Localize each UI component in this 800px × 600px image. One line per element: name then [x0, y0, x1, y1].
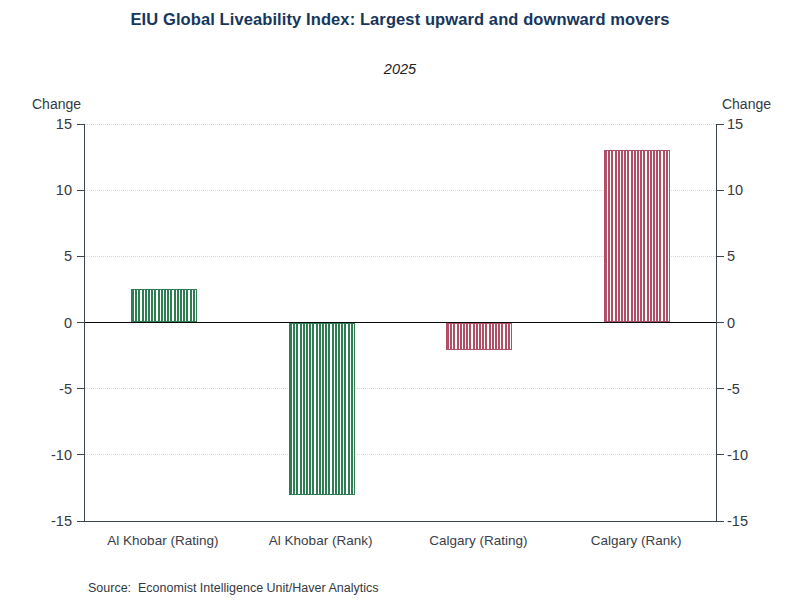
y-tick-label-left-10: 10: [32, 183, 72, 198]
right-tick-15: [717, 124, 724, 125]
left-tick--15: [77, 521, 84, 522]
x-tick-label-2: Al Khobar (Rank): [236, 533, 406, 548]
left-tick--5: [77, 388, 84, 389]
chart-subtitle: 2025: [0, 61, 800, 77]
right-tick-0: [717, 322, 724, 323]
y-axis-unit-label-right: Change: [722, 96, 771, 112]
bar-al-khobar-rating: [131, 289, 197, 322]
gridline-y--5: [85, 388, 716, 389]
left-tick-5: [77, 256, 84, 257]
y-tick-label-left--10: -10: [32, 448, 72, 463]
y-tick-label-right-10: 10: [727, 183, 767, 198]
bar-al-khobar-rank: [289, 323, 355, 495]
chart-title: EIU Global Liveability Index: Largest up…: [0, 10, 800, 29]
bar-calgary-rating: [446, 323, 512, 351]
y-tick-label-right-15: 15: [727, 117, 767, 132]
gridline-y--10: [85, 454, 716, 455]
y-tick-label-left-15: 15: [32, 117, 72, 132]
bar-calgary-rank: [604, 150, 670, 322]
source-text: Source: Economist Intelligence Unit/Have…: [88, 581, 378, 595]
y-tick-label-right--10: -10: [727, 448, 767, 463]
y-tick-label-left--5: -5: [32, 382, 72, 397]
right-tick--10: [717, 454, 724, 455]
y-axis-unit-label-left: Change: [32, 96, 81, 112]
x-tick-label-1: Al Khobar (Rating): [78, 533, 248, 548]
right-tick-10: [717, 190, 724, 191]
plot-area: [84, 124, 717, 522]
left-tick-10: [77, 190, 84, 191]
x-tick-label-3: Calgary (Rating): [393, 533, 563, 548]
zero-baseline: [85, 322, 716, 324]
y-tick-label-right-5: 5: [727, 249, 767, 264]
y-tick-label-left-5: 5: [32, 249, 72, 264]
gridline-y-15: [85, 124, 716, 125]
chart-figure: EIU Global Liveability Index: Largest up…: [0, 0, 800, 600]
y-tick-label-right--5: -5: [727, 382, 767, 397]
left-tick-15: [77, 124, 84, 125]
y-tick-label-left--15: -15: [32, 514, 72, 529]
y-tick-label-right-0: 0: [727, 316, 767, 331]
right-tick-5: [717, 256, 724, 257]
y-tick-label-left-0: 0: [32, 316, 72, 331]
right-tick--15: [717, 521, 724, 522]
right-tick--5: [717, 388, 724, 389]
left-tick--10: [77, 454, 84, 455]
y-tick-label-right--15: -15: [727, 514, 767, 529]
x-tick-label-4: Calgary (Rank): [551, 533, 721, 548]
left-tick-0: [77, 322, 84, 323]
